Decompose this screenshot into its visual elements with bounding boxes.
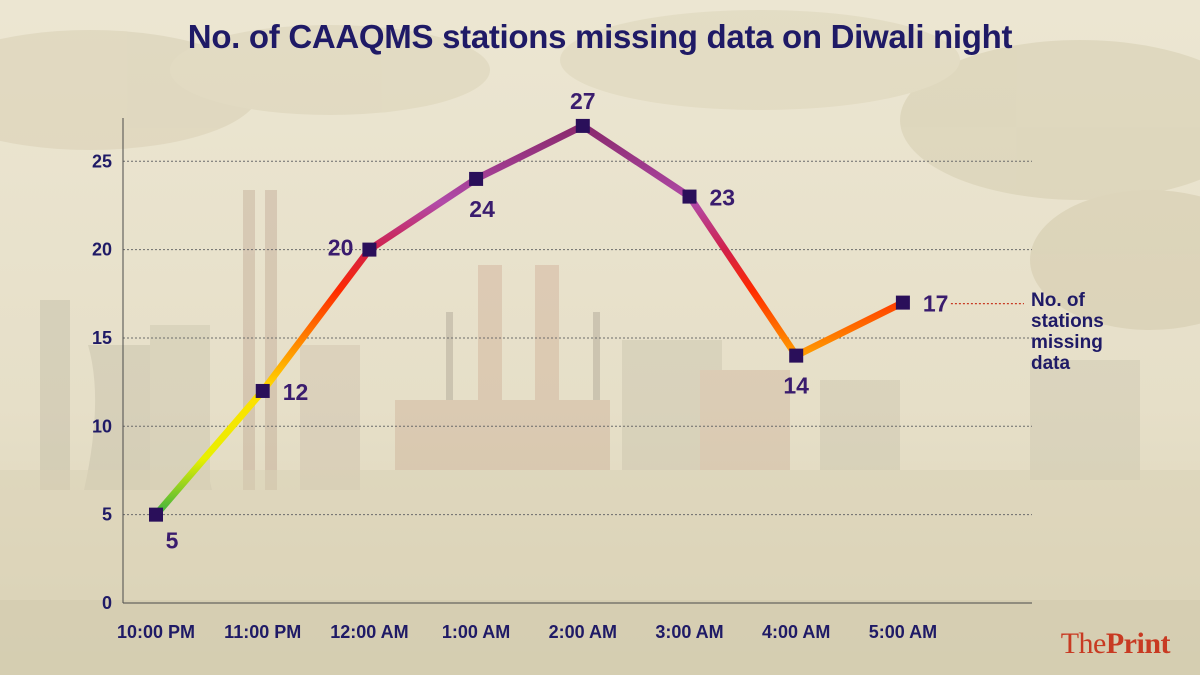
data-point-marker — [895, 295, 910, 310]
line-segment — [259, 246, 373, 395]
y-tick-label: 0 — [102, 593, 112, 613]
x-tick-label: 5:00 AM — [869, 622, 937, 642]
x-tick-label: 2:00 AM — [549, 622, 617, 642]
x-tick-label: 4:00 AM — [762, 622, 830, 642]
gridlines — [123, 160, 1032, 516]
series-markers — [149, 118, 910, 522]
x-tick-labels: 10:00 PM 11:00 PM 12:00 AM 1:00 AM 2:00 AM 3:… — [117, 622, 937, 642]
data-label: 24 — [469, 196, 495, 222]
x-tick-label: 1:00 AM — [442, 622, 510, 642]
data-point-marker — [682, 189, 697, 204]
data-label: 20 — [328, 235, 354, 261]
data-labels: 5 12 20 24 27 23 14 17 — [166, 88, 949, 554]
x-tick-label: 12:00 AM — [330, 622, 408, 642]
x-tick-label: 3:00 AM — [655, 622, 723, 642]
data-label: 5 — [166, 528, 179, 554]
line-segment — [152, 387, 267, 519]
line-segment — [579, 122, 693, 201]
data-point-marker — [362, 242, 377, 257]
data-point-marker — [789, 348, 804, 363]
line-segment — [686, 193, 800, 360]
series-line — [152, 122, 907, 519]
data-label: 23 — [710, 185, 736, 211]
data-point-marker — [469, 171, 484, 186]
y-tick-label: 20 — [92, 240, 112, 260]
y-tick-labels: 0 5 10 15 20 25 — [92, 151, 112, 613]
data-label: 14 — [783, 373, 809, 399]
brand-logo[interactable]: ThePrint — [1060, 627, 1171, 661]
data-point-marker — [149, 507, 163, 522]
data-point-marker — [255, 383, 270, 398]
data-point-marker — [575, 118, 590, 133]
line-segment — [792, 299, 907, 360]
y-tick-label: 5 — [102, 505, 112, 525]
data-label: 12 — [283, 379, 309, 405]
series-label: No. of stations missing data — [1031, 290, 1104, 374]
data-label: 27 — [570, 88, 596, 114]
line-segment — [365, 175, 480, 254]
x-tick-label: 10:00 PM — [117, 622, 195, 642]
y-tick-label: 25 — [92, 151, 112, 171]
brand-name-the: The — [1060, 627, 1107, 660]
y-tick-label: 10 — [92, 416, 112, 436]
line-segment — [472, 122, 587, 183]
data-label: 17 — [923, 291, 949, 317]
chart-title: No. of CAAQMS stations missing data on D… — [187, 18, 1013, 55]
x-tick-label: 11:00 PM — [224, 622, 301, 642]
brand-name-print: Print — [1105, 627, 1171, 660]
y-tick-label: 15 — [92, 328, 112, 348]
